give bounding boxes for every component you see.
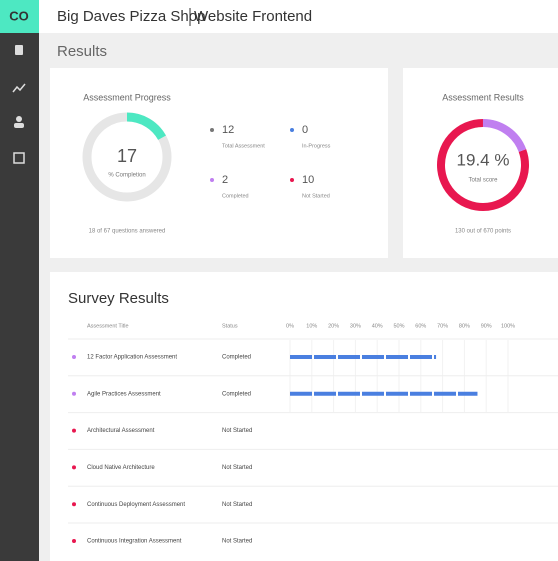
sidebar: [0, 0, 39, 561]
header-title: Big Daves Pizza Shop: [57, 8, 205, 25]
status-dot: [72, 502, 76, 507]
status-dot: [72, 428, 76, 433]
results-footer: 130 out of 670 points: [455, 229, 511, 235]
stat-value: 12: [222, 124, 234, 136]
logo-block[interactable]: [0, 0, 39, 33]
assessment-title: Continuous Integration Assessment: [87, 539, 182, 545]
axis-tick-label: 70%: [437, 323, 448, 329]
nav-icons: [12, 45, 26, 164]
axis-tick-label: 40%: [372, 323, 383, 329]
assessment-title: Continuous Deployment Assessment: [87, 502, 185, 508]
results-ring-score: [482, 119, 527, 153]
assessment-title: 12 Factor Application Assessment: [87, 355, 177, 361]
stat-value: 2: [222, 174, 228, 186]
assessment-status: Completed: [222, 391, 251, 397]
assessment-title: Agile Practices Assessment: [87, 391, 161, 397]
survey-title: Survey Results: [68, 290, 169, 307]
axis-tick-label: 20%: [328, 323, 339, 329]
assessment-status: Not Started: [222, 502, 252, 508]
header: [39, 0, 558, 33]
header-subtitle: Website Frontend: [194, 8, 312, 25]
axis-tick-label: 80%: [459, 323, 470, 329]
axis-tick-label: 30%: [350, 323, 361, 329]
stat-label: In-Progress: [302, 143, 331, 149]
column-header: Assessment Title: [87, 323, 129, 329]
stat-label: Completed: [222, 193, 249, 199]
progress-footer: 18 of 67 questions answered: [89, 229, 166, 235]
assessment-title: Cloud Native Architecture: [87, 465, 155, 471]
axis-tick-label: 0%: [286, 323, 294, 329]
survey-card: [50, 272, 558, 561]
results-ring-rest: [437, 119, 529, 211]
nav-profile[interactable]: [16, 116, 22, 122]
stat-value: 10: [302, 174, 314, 186]
stat-label: Not Started: [302, 193, 330, 199]
assessment-status: Not Started: [222, 539, 252, 545]
progress-ring-arc: [126, 112, 166, 141]
results-score-label: Total score: [468, 178, 498, 184]
status-dot: [72, 355, 76, 359]
results-title: Assessment Results: [442, 92, 524, 102]
progress-percent-label: % Completion: [108, 173, 145, 179]
assessment-status: Completed: [222, 355, 251, 361]
nav-assessments[interactable]: [15, 45, 23, 55]
assessment-status: Not Started: [222, 428, 252, 434]
status-dot: [72, 391, 76, 396]
results-score: 19.4 %: [457, 150, 510, 169]
status-dot: [72, 465, 76, 470]
axis-tick-label: 60%: [415, 323, 426, 329]
stat-label: Total Assessment: [222, 143, 265, 149]
assessment-title: Architectural Assessment: [87, 428, 155, 434]
progress-title: Assessment Progress: [83, 92, 171, 102]
assessment-status: Not Started: [222, 465, 252, 471]
nav-logout[interactable]: [13, 152, 25, 164]
stat-dot: [210, 178, 214, 182]
logo: CO: [9, 8, 29, 23]
nav-trends[interactable]: [12, 83, 26, 93]
stat-dot: [290, 128, 294, 132]
column-header: Status: [222, 323, 238, 329]
stat-dot: [290, 178, 294, 182]
section-title: Results: [57, 43, 107, 60]
status-dot: [72, 539, 76, 543]
axis-tick-label: 90%: [481, 323, 492, 329]
progress-card: [50, 68, 388, 258]
stat-dot: [210, 128, 214, 132]
stat-value: 0: [302, 124, 308, 136]
axis-tick-label: 50%: [393, 323, 404, 329]
results-card: [403, 68, 558, 258]
progress-percent: 17: [117, 146, 137, 166]
axis-tick-label: 10%: [306, 323, 317, 329]
axis-tick-label: 100%: [501, 323, 515, 329]
